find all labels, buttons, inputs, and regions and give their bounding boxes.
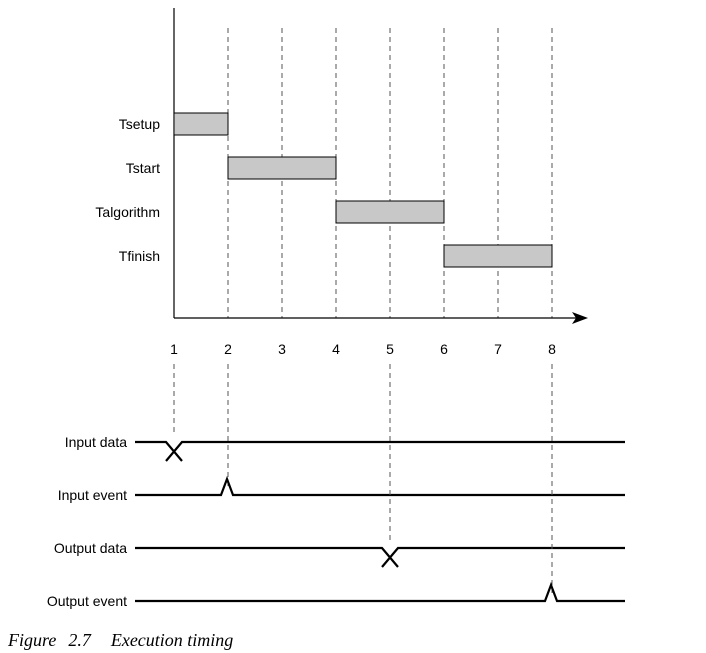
signal-trace xyxy=(135,546,625,568)
phase-label: Tsetup xyxy=(119,116,160,132)
signal-trace xyxy=(135,475,625,497)
phase-label: Tstart xyxy=(126,160,160,176)
signal-label: Input data xyxy=(65,434,127,450)
timeline-axes xyxy=(173,8,588,324)
phase-bars: Tsetup Tstart Talgorithm Tfinish xyxy=(95,112,553,268)
tick-label: 1 xyxy=(170,341,178,357)
caption-number: 2.7 xyxy=(68,630,91,650)
caption-label: Figure xyxy=(8,630,57,650)
figure-caption: Figure 2.7 Execution timing xyxy=(8,630,233,651)
phase-label: Tfinish xyxy=(119,248,160,264)
tick-labels: 1 2 3 4 5 6 7 8 xyxy=(170,341,556,357)
phase-bar xyxy=(335,200,445,224)
tick-label: 8 xyxy=(548,341,556,357)
tick-label: 4 xyxy=(332,341,340,357)
signal-label: Output data xyxy=(54,540,127,556)
phase-bar xyxy=(173,112,229,136)
signal-traces: Input data Input event Output data Output e… xyxy=(47,364,625,609)
tick-label: 3 xyxy=(278,341,286,357)
signal-trace xyxy=(135,581,625,603)
tick-label: 2 xyxy=(224,341,232,357)
tick-label: 6 xyxy=(440,341,448,357)
tick-label: 7 xyxy=(494,341,502,357)
phase-label: Talgorithm xyxy=(95,204,160,220)
x-axis-arrowhead xyxy=(572,312,588,324)
phase-bar xyxy=(227,156,337,180)
phase-bar xyxy=(443,244,553,268)
signal-trace xyxy=(135,440,625,462)
signal-label: Output event xyxy=(47,593,127,609)
caption-title: Execution timing xyxy=(110,630,234,650)
tick-label: 5 xyxy=(386,341,394,357)
signal-label: Input event xyxy=(58,487,127,503)
execution-timing-diagram: Tsetup Tstart Talgorithm Tfinish 1 2 3 4 5 6 7 8 I… xyxy=(47,8,625,609)
